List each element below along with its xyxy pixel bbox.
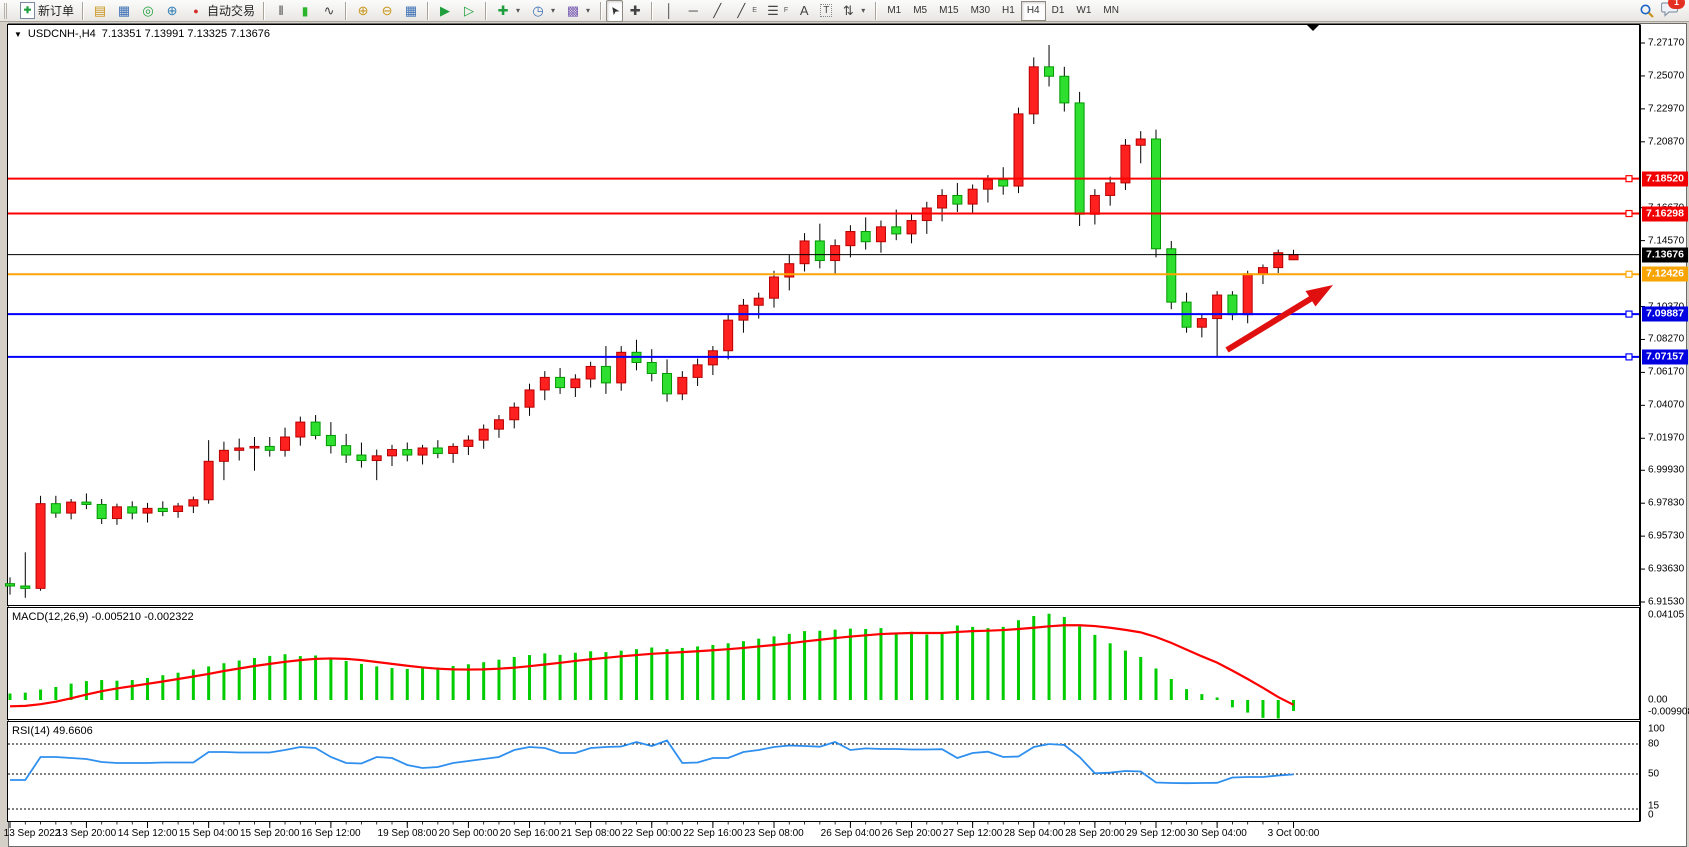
- trend-arrow-head: [1305, 285, 1333, 307]
- separator: [427, 1, 430, 20]
- line-chart-button[interactable]: ∿: [317, 0, 341, 22]
- timeframe-m30-button[interactable]: M30: [970, 5, 991, 16]
- zoom-out-button[interactable]: ⊖: [375, 0, 399, 22]
- timeframe-h4-button[interactable]: H4: [1020, 0, 1046, 21]
- vertical-line-button[interactable]: │: [657, 0, 681, 22]
- separator: [345, 1, 348, 20]
- tile-windows-button[interactable]: ▦: [399, 0, 423, 22]
- new-chart-icon: ✚: [497, 2, 509, 18]
- chart-shift-marker: [1307, 25, 1319, 31]
- text-icon: A: [799, 2, 809, 18]
- timeframe-d1-button[interactable]: D1: [1051, 5, 1065, 16]
- axis-ticks-group: [9, 42, 1645, 828]
- notification-count-badge: 1: [1668, 0, 1685, 9]
- templates-button[interactable]: ▩ ▾: [561, 0, 596, 22]
- terminal-icon: ⊕: [166, 2, 178, 18]
- vertical-line-icon: │: [665, 2, 674, 18]
- search-icon: [1640, 4, 1654, 18]
- bar-chart-button[interactable]: ‖: [269, 0, 293, 22]
- navigator-icon: ◎: [142, 2, 154, 18]
- level-lines-group: [8, 175, 1639, 361]
- templates-icon: ▩: [566, 2, 580, 18]
- cursor-icon: ➤: [607, 2, 623, 18]
- horizontal-line-icon: ─: [688, 2, 698, 18]
- navigator-button[interactable]: ◎: [136, 0, 160, 22]
- candlestick-button[interactable]: ▮: [293, 0, 317, 22]
- autotrading-button[interactable]: ● 自动交易: [184, 0, 259, 22]
- notifications-button[interactable]: 1: [1660, 0, 1685, 20]
- trendline-icon: ╱: [713, 2, 722, 18]
- fibonacci-sub-label: F: [783, 7, 789, 14]
- separator: [485, 1, 488, 20]
- market-watch-button[interactable]: ▤: [88, 0, 112, 22]
- candlestick-icon: ▮: [301, 3, 309, 18]
- new-order-icon: ✚: [20, 2, 35, 19]
- arrows-icon: ⇅: [842, 2, 854, 18]
- trend-arrow-shaft: [1225, 295, 1314, 353]
- text-button[interactable]: A: [792, 0, 816, 22]
- new-order-button[interactable]: ✚ 新订单: [16, 0, 78, 22]
- toolbar-grip[interactable]: [4, 2, 12, 19]
- periods-clock-icon: ◷: [532, 2, 544, 18]
- equidistant-channel-icon: ╱: [737, 2, 746, 18]
- line-chart-icon: ∿: [323, 2, 335, 18]
- terminal-button[interactable]: ⊕: [160, 0, 184, 22]
- autotrading-label: 自动交易: [207, 4, 256, 18]
- rsi-group: [8, 739, 1639, 810]
- timeframe-m15-button[interactable]: M15: [939, 5, 959, 16]
- auto-scroll-icon: ▶: [440, 2, 451, 18]
- new-chart-button[interactable]: ✚ ▾: [491, 0, 526, 22]
- timeframe-toolbar: M1 M5 M15 M30 H1 H4 D1 W1 MN: [881, 0, 1125, 21]
- trendline-button[interactable]: ╱: [705, 0, 729, 22]
- zoom-out-icon: ⊖: [381, 2, 393, 18]
- rsi-line: [10, 739, 1294, 785]
- separator: [82, 1, 85, 20]
- separator: [875, 1, 878, 20]
- market-watch-icon: ▤: [93, 2, 107, 18]
- text-label-button[interactable]: T: [816, 0, 836, 22]
- bar-chart-icon: ‖: [278, 2, 284, 18]
- search-button[interactable]: [1639, 3, 1655, 19]
- chart-shift-button[interactable]: ▷: [457, 0, 481, 22]
- chevron-down-icon: ▾: [516, 5, 521, 15]
- macd-signal-line: [9, 624, 1295, 708]
- periods-button[interactable]: ◷ ▾: [526, 0, 561, 22]
- timeframe-w1-button[interactable]: W1: [1076, 5, 1092, 16]
- data-window-icon: ▦: [117, 2, 131, 18]
- fibonacci-button[interactable]: ☰ F: [761, 0, 792, 22]
- zoom-in-icon: ⊕: [357, 2, 369, 18]
- chevron-down-icon: ▾: [861, 5, 866, 15]
- timeframe-h1-button[interactable]: H1: [1002, 5, 1015, 16]
- timeframe-m1-button[interactable]: M1: [887, 5, 902, 16]
- timeframe-mn-button[interactable]: MN: [1103, 5, 1119, 16]
- separator: [263, 1, 266, 20]
- chevron-down-icon: ▾: [586, 5, 591, 15]
- tile-windows-icon: ▦: [404, 2, 418, 18]
- autotrading-icon: ●: [193, 5, 199, 16]
- cursor-button[interactable]: ➤: [606, 0, 624, 22]
- auto-scroll-button[interactable]: ▶: [433, 0, 457, 22]
- horizontal-line-button[interactable]: ─: [681, 0, 705, 22]
- main-toolbar: ✚ 新订单 ▤ ▦ ◎ ⊕ ● 自动交易 ‖ ▮ ∿ ⊕ ⊖ ▦: [0, 0, 1689, 22]
- timeframe-m5-button[interactable]: M5: [913, 5, 928, 16]
- macd-group: [8, 613, 1296, 719]
- separator: [651, 1, 654, 20]
- chevron-down-icon: ▾: [551, 5, 556, 15]
- equidistant-channel-button[interactable]: ╱ E: [729, 0, 761, 22]
- crosshair-button[interactable]: ✚: [623, 0, 647, 22]
- chart-shift-icon: ▷: [464, 2, 475, 18]
- data-window-button[interactable]: ▦: [112, 0, 136, 22]
- fibonacci-icon: ☰: [767, 2, 779, 18]
- arrows-button[interactable]: ⇅ ▾: [836, 0, 871, 22]
- toolbar-right-group: 1: [1639, 0, 1687, 20]
- channel-sub-label: E: [752, 7, 757, 14]
- separator: [600, 1, 603, 20]
- crosshair-icon: ✚: [629, 2, 641, 18]
- text-label-icon: T: [820, 4, 833, 17]
- candles-group: [5, 45, 1299, 598]
- new-order-label: 新订单: [38, 4, 75, 18]
- zoom-in-button[interactable]: ⊕: [351, 0, 375, 22]
